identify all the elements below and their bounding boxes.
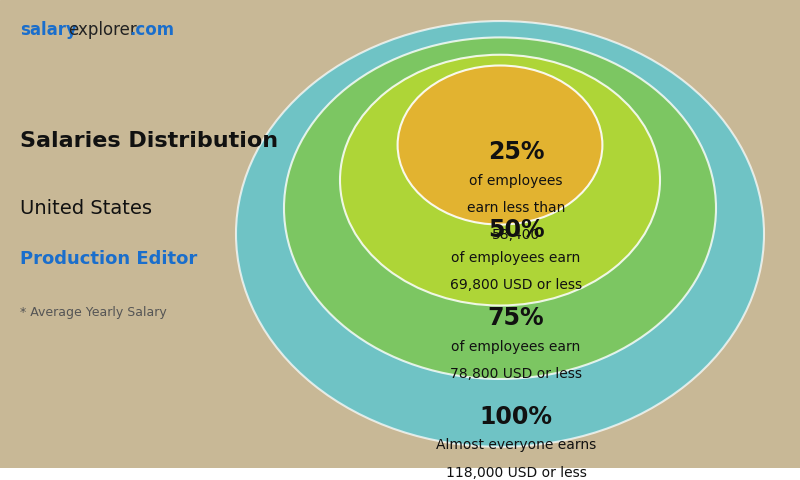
Ellipse shape [236,21,764,447]
Text: 75%: 75% [488,306,544,330]
Text: United States: United States [20,199,152,218]
Ellipse shape [340,55,660,305]
Ellipse shape [398,65,602,225]
Text: 25%: 25% [488,140,544,164]
Text: 58,400: 58,400 [492,228,540,242]
Text: Salaries Distribution: Salaries Distribution [20,131,278,151]
Text: 100%: 100% [479,405,553,429]
Ellipse shape [284,37,716,379]
Text: earn less than: earn less than [467,201,565,215]
Text: * Average Yearly Salary: * Average Yearly Salary [20,306,166,320]
Text: Almost everyone earns: Almost everyone earns [436,438,596,452]
Text: 118,000 USD or less: 118,000 USD or less [446,466,586,480]
Text: .com: .com [130,21,174,39]
Text: 69,800 USD or less: 69,800 USD or less [450,278,582,292]
Text: salary: salary [20,21,77,39]
Text: of employees earn: of employees earn [451,251,581,265]
Text: of employees earn: of employees earn [451,340,581,354]
Text: Production Editor: Production Editor [20,250,198,268]
Text: 50%: 50% [488,217,544,241]
Text: of employees: of employees [470,174,562,188]
Text: 78,800 USD or less: 78,800 USD or less [450,367,582,381]
Text: explorer: explorer [68,21,137,39]
